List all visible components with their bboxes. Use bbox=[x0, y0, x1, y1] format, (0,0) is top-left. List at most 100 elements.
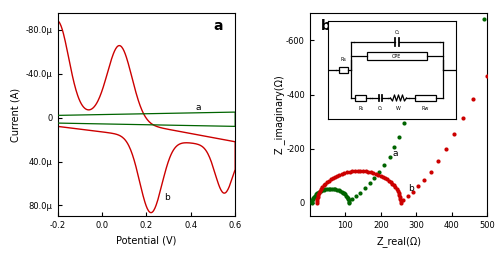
Point bbox=[396, 193, 404, 197]
Point bbox=[313, 201, 321, 205]
Point bbox=[320, 183, 328, 188]
Point bbox=[339, 190, 347, 195]
Point bbox=[346, 170, 354, 174]
Point bbox=[392, 187, 400, 191]
Point bbox=[414, 184, 422, 188]
Point bbox=[315, 191, 323, 195]
Y-axis label: Current (A): Current (A) bbox=[10, 88, 20, 142]
Point bbox=[333, 188, 341, 192]
Point bbox=[323, 180, 331, 184]
Point bbox=[480, 17, 488, 21]
Point bbox=[308, 198, 316, 202]
Point bbox=[308, 197, 316, 201]
Point bbox=[326, 187, 334, 191]
Point bbox=[390, 183, 398, 188]
Point bbox=[404, 105, 412, 109]
Point bbox=[348, 197, 356, 201]
Point bbox=[390, 145, 398, 149]
Point bbox=[366, 181, 374, 186]
Point bbox=[338, 172, 346, 176]
Point bbox=[409, 190, 417, 194]
Point bbox=[338, 190, 345, 194]
Text: b: b bbox=[320, 19, 330, 33]
Point bbox=[354, 169, 362, 173]
Point bbox=[442, 147, 450, 151]
Point bbox=[351, 169, 359, 173]
Point bbox=[308, 201, 316, 205]
Point bbox=[344, 196, 351, 200]
Point bbox=[314, 193, 322, 197]
Point bbox=[359, 169, 367, 173]
Point bbox=[434, 159, 442, 163]
Point bbox=[308, 200, 316, 204]
Point bbox=[400, 121, 408, 125]
Point bbox=[404, 194, 411, 198]
Point bbox=[312, 192, 320, 196]
Point bbox=[336, 172, 344, 177]
Point bbox=[332, 187, 340, 191]
Point bbox=[314, 195, 322, 199]
Point bbox=[387, 180, 395, 184]
Point bbox=[484, 73, 492, 78]
Point bbox=[316, 189, 324, 193]
Point bbox=[316, 190, 324, 194]
Point bbox=[314, 190, 322, 195]
Point bbox=[313, 199, 321, 203]
Point bbox=[356, 169, 364, 173]
Point bbox=[370, 171, 378, 175]
Point bbox=[370, 176, 378, 180]
Point bbox=[396, 199, 404, 203]
Point bbox=[323, 187, 331, 191]
Point bbox=[376, 170, 384, 174]
Point bbox=[331, 175, 339, 179]
Point bbox=[385, 178, 393, 183]
Point bbox=[348, 169, 356, 173]
Point bbox=[328, 176, 336, 180]
Point bbox=[310, 195, 318, 199]
Point bbox=[361, 186, 369, 190]
Point bbox=[333, 173, 341, 178]
Point bbox=[343, 195, 351, 199]
Point bbox=[309, 196, 317, 200]
Point bbox=[450, 132, 458, 136]
X-axis label: Potential (V): Potential (V) bbox=[116, 236, 176, 246]
Point bbox=[396, 197, 404, 201]
Point bbox=[352, 194, 360, 198]
Point bbox=[340, 191, 348, 196]
Point bbox=[318, 188, 326, 192]
Point bbox=[367, 170, 375, 175]
Text: a: a bbox=[213, 19, 222, 33]
Point bbox=[344, 197, 352, 201]
Point bbox=[470, 96, 478, 101]
Point bbox=[364, 170, 372, 174]
Point bbox=[345, 200, 353, 204]
Point bbox=[318, 185, 326, 189]
Point bbox=[379, 175, 387, 179]
Point bbox=[381, 176, 389, 180]
Point bbox=[321, 182, 329, 186]
Point bbox=[396, 134, 404, 139]
Point bbox=[420, 178, 428, 182]
Point bbox=[397, 201, 405, 205]
X-axis label: Z_real(Ω): Z_real(Ω) bbox=[376, 236, 421, 247]
Point bbox=[336, 189, 344, 193]
Point bbox=[345, 201, 353, 205]
Point bbox=[340, 171, 348, 175]
Point bbox=[376, 173, 384, 178]
Point bbox=[394, 189, 402, 193]
Point bbox=[313, 191, 321, 196]
Point bbox=[386, 155, 394, 159]
Point bbox=[426, 170, 434, 174]
Point bbox=[396, 195, 404, 199]
Text: a: a bbox=[392, 149, 398, 158]
Text: b: b bbox=[408, 184, 414, 193]
Point bbox=[380, 163, 388, 167]
Point bbox=[322, 187, 330, 191]
Point bbox=[328, 187, 336, 191]
Point bbox=[324, 178, 332, 183]
Point bbox=[314, 197, 322, 201]
Point bbox=[334, 188, 342, 192]
Point bbox=[372, 172, 380, 176]
Point bbox=[374, 172, 382, 177]
Point bbox=[317, 187, 325, 191]
